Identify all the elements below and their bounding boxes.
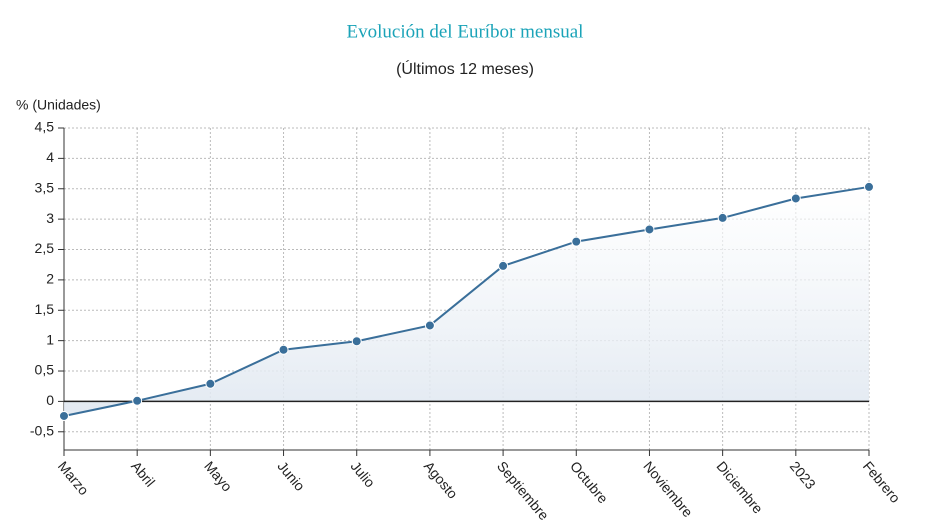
x-tick-label: Julio <box>348 458 379 491</box>
y-tick-label: 3 <box>46 210 54 226</box>
y-tick-label: 2,5 <box>35 240 55 256</box>
y-tick-label: 1 <box>46 331 54 347</box>
y-tick-label: 0,5 <box>35 362 55 378</box>
point <box>644 224 655 235</box>
x-tick-label: Abril <box>128 458 158 490</box>
x-tick-label: Diciembre <box>714 458 767 517</box>
y-tick-label: 4 <box>46 149 54 165</box>
point <box>59 410 69 421</box>
point <box>205 378 216 389</box>
y-axis-title: % (Unidades) <box>16 97 101 113</box>
line <box>63 185 870 417</box>
point <box>351 336 362 347</box>
point <box>498 260 509 271</box>
y-tick-label: 2 <box>46 271 54 287</box>
x-tick-label: 2023 <box>787 458 819 492</box>
point <box>278 344 289 355</box>
x-tick-label: Agosto <box>421 458 461 502</box>
x-tick-label: Marzo <box>55 458 92 498</box>
point <box>132 395 143 406</box>
chart-title: Evolución del Euríbor mensual <box>347 21 584 42</box>
y-tick-label: 1,5 <box>35 301 55 317</box>
x-tick-label: Mayo <box>201 458 235 495</box>
point <box>571 236 582 247</box>
y-tick-label: 0 <box>46 392 54 408</box>
y-tick-label: 4,5 <box>35 119 55 135</box>
x-tick-label: Junio <box>274 458 308 494</box>
point <box>424 320 435 331</box>
point <box>790 193 801 204</box>
y-tick-label: -0,5 <box>30 422 54 438</box>
chart-subtitle: (Últimos 12 meses) <box>396 59 534 78</box>
x-tick-label: Septiembre <box>494 458 552 523</box>
x-tick-label: Febrero <box>860 458 904 506</box>
x-tick-label: Octubre <box>567 458 611 507</box>
x-tick-label: Noviembre <box>640 458 696 520</box>
point <box>864 181 874 192</box>
y-tick-label: 3,5 <box>35 179 55 195</box>
area <box>64 186 869 416</box>
point <box>717 212 728 223</box>
